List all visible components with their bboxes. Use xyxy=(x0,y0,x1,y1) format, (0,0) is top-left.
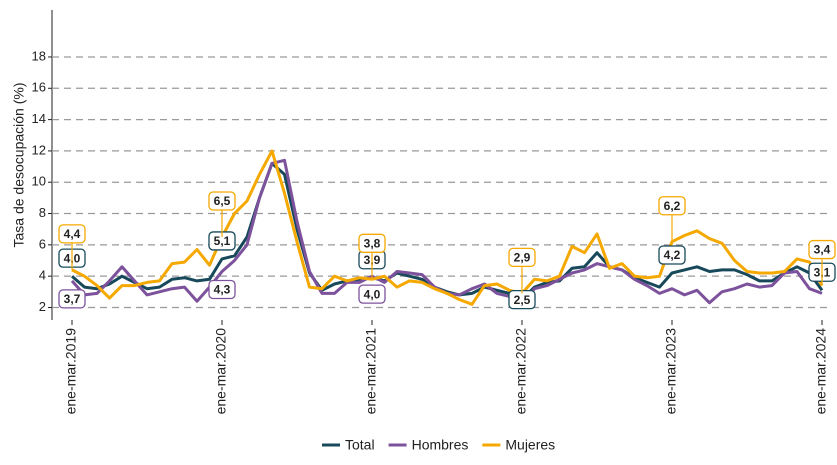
legend-label: Hombres xyxy=(412,437,469,453)
value-label: 5,1 xyxy=(214,234,231,248)
x-tick-label: ene-mar.2024 xyxy=(813,328,829,415)
y-tick-label: 8 xyxy=(39,205,46,220)
value-label: 6,2 xyxy=(664,199,681,213)
x-tick-label: ene-mar.2023 xyxy=(663,328,679,415)
value-label: 2,9 xyxy=(514,251,531,265)
value-label: 6,5 xyxy=(214,194,231,208)
value-label: 4,0 xyxy=(364,287,381,301)
label-box xyxy=(508,247,536,268)
value-label: 3,4 xyxy=(814,243,831,257)
label-box xyxy=(58,289,86,309)
x-tick-label: ene-mar.2020 xyxy=(213,328,229,415)
y-tick-label: 4 xyxy=(39,268,46,283)
series-line xyxy=(71,149,824,306)
y-tick-label: 16 xyxy=(32,80,46,95)
label-box xyxy=(358,233,386,253)
series-line xyxy=(71,161,824,302)
x-tick-label: ene-mar.2022 xyxy=(513,328,529,415)
label-box xyxy=(208,279,236,300)
legend-label: Mujeres xyxy=(505,437,555,453)
value-label: 3,7 xyxy=(64,292,81,306)
label-box xyxy=(658,196,686,216)
legend-label: Total xyxy=(345,437,375,453)
y-axis-title: Tasa de desocupación (%) xyxy=(11,83,27,248)
y-tick-label: 12 xyxy=(32,142,46,157)
value-label: 4,2 xyxy=(664,248,681,262)
y-tick-label: 10 xyxy=(32,174,46,189)
y-tick-label: 6 xyxy=(39,236,46,251)
label-box xyxy=(658,245,686,265)
x-tick-label: ene-mar.2021 xyxy=(363,328,379,415)
value-label: 4,3 xyxy=(214,283,231,297)
y-tick-label: 2 xyxy=(39,299,46,314)
label-box xyxy=(208,191,236,211)
x-tick-label: ene-mar.2019 xyxy=(63,328,79,415)
value-label: 4,4 xyxy=(64,227,81,241)
y-tick-label: 18 xyxy=(32,48,46,63)
label-box xyxy=(358,284,386,304)
y-tick-label: 14 xyxy=(32,111,46,126)
label-box xyxy=(58,224,86,244)
label-box xyxy=(808,239,836,260)
value-label: 2,5 xyxy=(514,293,531,307)
value-label: 3,8 xyxy=(364,236,381,250)
